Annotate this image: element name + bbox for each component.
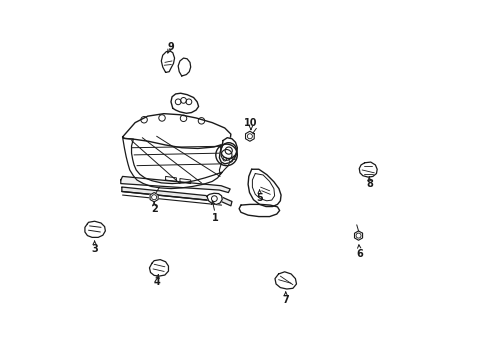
Polygon shape <box>219 138 237 164</box>
Polygon shape <box>149 260 168 276</box>
Text: 2: 2 <box>150 204 157 215</box>
Polygon shape <box>161 51 174 72</box>
Polygon shape <box>359 162 376 177</box>
Polygon shape <box>247 169 281 207</box>
Polygon shape <box>274 272 296 289</box>
Polygon shape <box>122 114 230 148</box>
Text: 10: 10 <box>244 118 257 128</box>
Polygon shape <box>239 204 279 217</box>
Text: 8: 8 <box>366 179 373 189</box>
Text: 5: 5 <box>256 193 263 203</box>
Text: 3: 3 <box>91 244 98 254</box>
Text: 1: 1 <box>211 213 218 222</box>
Polygon shape <box>206 193 222 204</box>
Text: 6: 6 <box>355 248 362 258</box>
Polygon shape <box>219 140 231 175</box>
Text: 9: 9 <box>167 42 174 51</box>
Polygon shape <box>85 221 105 237</box>
Polygon shape <box>178 58 190 76</box>
Text: 4: 4 <box>153 277 160 287</box>
Polygon shape <box>122 137 222 189</box>
Polygon shape <box>354 231 362 240</box>
Polygon shape <box>121 176 230 193</box>
Polygon shape <box>245 131 254 141</box>
Polygon shape <box>150 193 158 202</box>
Polygon shape <box>122 187 231 206</box>
Text: 7: 7 <box>282 295 288 305</box>
Polygon shape <box>171 93 198 113</box>
